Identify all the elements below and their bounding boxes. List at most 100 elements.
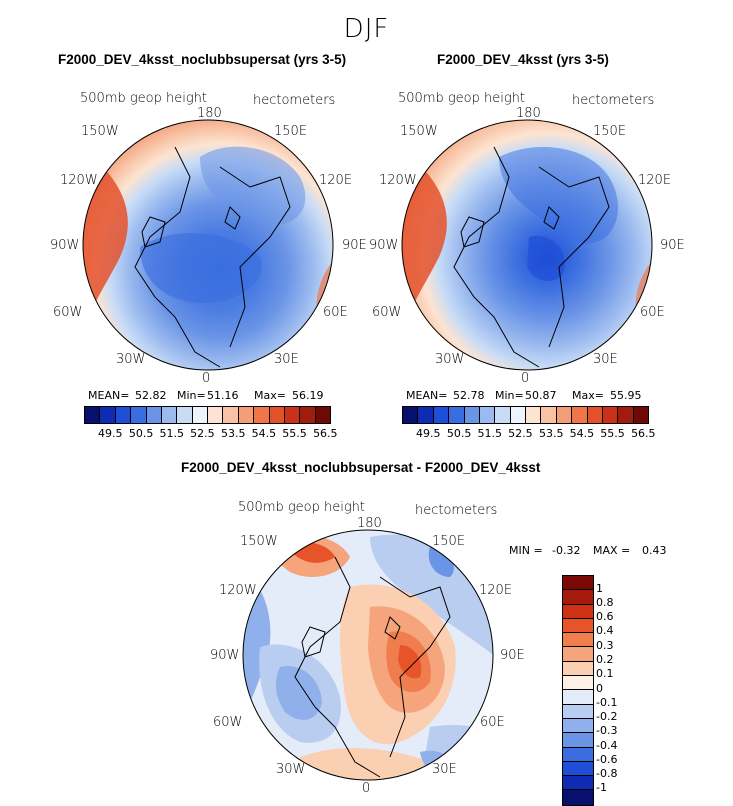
- colorbar-swatch: [556, 407, 573, 423]
- colorbar-swatch: [479, 407, 496, 423]
- panel2-polar-map: [401, 119, 653, 371]
- panel2-max-value: 55.95: [610, 389, 642, 402]
- colorbar-swatch: [563, 647, 593, 662]
- colorbar-swatch: [563, 576, 593, 591]
- panel1-tick: 53.5: [220, 427, 246, 440]
- colorbar-swatch: [563, 661, 593, 677]
- panel3-lon-120W: 120W: [219, 583, 257, 598]
- panel3-lon-0: 0: [362, 781, 371, 796]
- colorbar-swatch: [208, 407, 224, 423]
- panel1-max-value: 56.19: [292, 389, 324, 402]
- colorbar-swatch: [587, 407, 603, 423]
- panel2-lon-30E: 30E: [593, 352, 618, 367]
- panel1-units-label: hectometers: [253, 93, 336, 108]
- panel2-lon-30W: 30W: [435, 352, 465, 367]
- panel2-title: F2000_DEV_4ksst (yrs 3-5): [437, 52, 609, 67]
- panel2-lon-60E: 60E: [640, 305, 665, 320]
- panel3-lon-150E: 150E: [432, 534, 466, 549]
- colorbar-swatch: [602, 407, 619, 423]
- colorbar-swatch: [284, 407, 301, 423]
- panel1-polar-map: [82, 119, 334, 371]
- panel1-colorbar: [84, 406, 331, 424]
- colorbar-swatch: [563, 590, 593, 605]
- colorbar-swatch: [300, 407, 316, 423]
- panel3-lon-90W: 90W: [210, 648, 240, 663]
- panel3-lon-180: 180: [357, 516, 382, 531]
- panel1-lon-60W: 60W: [53, 305, 83, 320]
- colorbar-swatch: [131, 407, 147, 423]
- colorbar-swatch: [192, 407, 208, 423]
- panel2-tick: 56.5: [631, 427, 656, 440]
- panel3-tick: 0.6: [596, 610, 614, 623]
- panel3-min-value: -0.32: [552, 544, 581, 557]
- panel3-field-label: 500mb geop height: [238, 500, 365, 515]
- colorbar-swatch: [563, 690, 593, 705]
- panel3-lon-90E: 90E: [500, 648, 525, 663]
- colorbar-swatch: [433, 407, 450, 423]
- panel2-min-label: Min=: [495, 389, 524, 402]
- panel3-tick: 0.2: [596, 653, 614, 666]
- panel2-tick: 54.5: [569, 427, 595, 440]
- colorbar-swatch: [563, 761, 593, 777]
- colorbar-swatch: [563, 618, 593, 634]
- colorbar-swatch: [238, 407, 255, 423]
- colorbar-swatch: [526, 407, 542, 423]
- panel2-lon-90W: 90W: [369, 238, 399, 253]
- panel2-max-label: Max=: [572, 389, 604, 402]
- panel2-lon-150E: 150E: [593, 124, 627, 139]
- panel2-colorbar: [402, 406, 649, 424]
- panel2-tick: 55.5: [600, 427, 625, 440]
- panel3-tick: -0.3: [596, 724, 618, 737]
- colorbar-swatch: [403, 407, 419, 423]
- panel2-tick: 50.5: [446, 427, 472, 440]
- panel3-lon-120E: 120E: [479, 583, 513, 598]
- colorbar-swatch: [563, 718, 593, 734]
- panel1-tick: 56.5: [313, 427, 338, 440]
- panel2-tick: 49.5: [415, 427, 441, 440]
- panel3-lon-60W: 60W: [213, 715, 243, 730]
- panel1-field-label: 500mb geop height: [80, 91, 207, 106]
- panel1-min-value: 51.16: [207, 389, 239, 402]
- colorbar-swatch: [146, 407, 162, 423]
- panel1-tick: 54.5: [251, 427, 277, 440]
- colorbar-swatch: [495, 407, 511, 423]
- panel3-max-label: MAX =: [593, 544, 631, 557]
- panel1-mean-value: 52.82: [135, 389, 167, 402]
- panel3-tick: 0.1: [596, 667, 614, 680]
- panel3-tick: -0.8: [596, 767, 618, 780]
- season-title: DJF: [343, 14, 390, 44]
- panel1-lon-180: 180: [197, 106, 222, 121]
- panel1-tick: 55.5: [282, 427, 307, 440]
- colorbar-swatch: [100, 407, 116, 423]
- panel3-tick: 0.8: [596, 596, 614, 609]
- panel2-min-value: 50.87: [525, 389, 557, 402]
- panel1-lon-30W: 30W: [116, 352, 146, 367]
- colorbar-swatch: [510, 407, 526, 423]
- panel3-units-label: hectometers: [415, 503, 498, 518]
- panel1-lon-30E: 30E: [274, 352, 299, 367]
- panel3-lon-150W: 150W: [240, 534, 278, 549]
- panel3-tick: -0.6: [596, 753, 618, 766]
- panel1-lon-90E: 90E: [342, 238, 367, 253]
- panel1-mean-label: MEAN=: [88, 389, 130, 402]
- panel1-tick: 49.5: [97, 427, 123, 440]
- panel1-lon-120E: 120E: [319, 173, 353, 188]
- panel3-tick: 1: [596, 582, 603, 595]
- panel1-tick: 52.5: [190, 427, 215, 440]
- panel2-mean-value: 52.78: [453, 389, 485, 402]
- panel3-lon-30W: 30W: [276, 762, 306, 777]
- panel1-title: F2000_DEV_4ksst_noclubbsupersat (yrs 3-5…: [58, 52, 347, 67]
- panel1-lon-90W: 90W: [50, 238, 80, 253]
- panel3-lon-60E: 60E: [480, 715, 505, 730]
- panel2-lon-90E: 90E: [660, 238, 685, 253]
- panel2-tick: 51.5: [477, 427, 502, 440]
- panel2-units-label: hectometers: [572, 93, 655, 108]
- colorbar-swatch: [315, 407, 330, 423]
- panel3-tick: -0.1: [596, 696, 618, 709]
- colorbar-swatch: [254, 407, 270, 423]
- colorbar-swatch: [161, 407, 178, 423]
- panel3-polar-map: [242, 529, 494, 781]
- colorbar-swatch: [563, 604, 593, 619]
- panel2-lon-120E: 120E: [638, 173, 672, 188]
- colorbar-swatch: [563, 733, 593, 748]
